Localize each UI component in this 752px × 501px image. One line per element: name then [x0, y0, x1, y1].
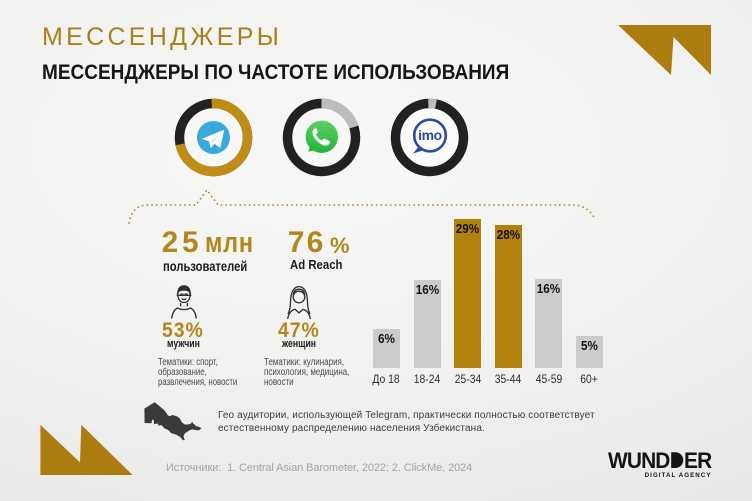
svg-text:DIGITAL AGENCY: DIGITAL AGENCY [645, 472, 712, 479]
svg-text:WUND: WUND [608, 452, 670, 473]
svg-text:imo: imo [418, 127, 442, 143]
svg-text:ER: ER [684, 452, 713, 473]
